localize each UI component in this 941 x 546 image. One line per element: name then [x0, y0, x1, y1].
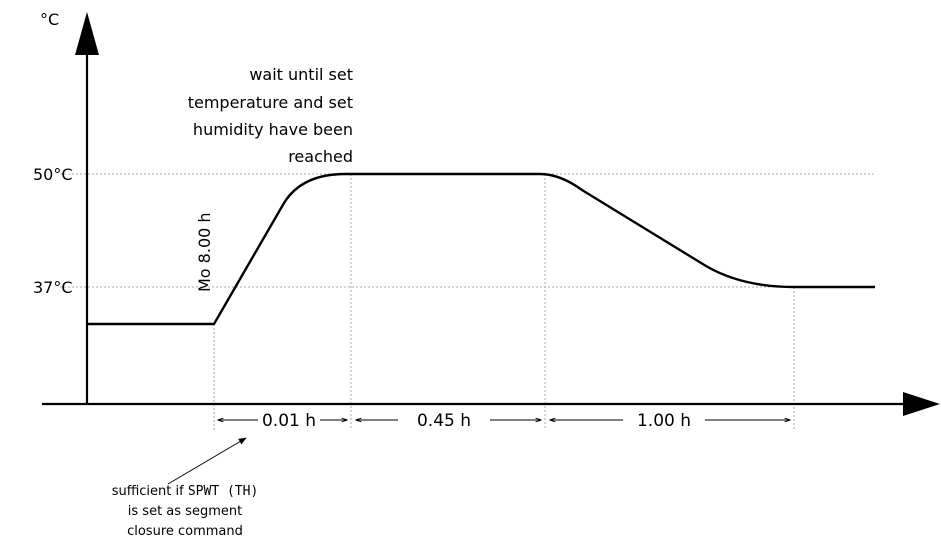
level-37c-label: 37°C [33, 278, 73, 297]
duration-hold-label: 0.45 h [417, 411, 471, 431]
duration-cool-label: 1.00 h [637, 411, 691, 431]
x-axis-arrow-icon [903, 392, 940, 416]
wait-annotation-line: humidity have been [193, 120, 353, 139]
y-axis-unit-label: °C [40, 10, 59, 29]
wait-annotation-line: temperature and set [188, 93, 353, 112]
wait-annotation-line: wait until set [249, 65, 353, 84]
duration-ramp-label: 0.01 h [262, 411, 316, 431]
footnote-line: is set as segment [128, 504, 242, 519]
level-50c-label: 50°C [33, 165, 73, 184]
temperature-profile-curve [87, 172, 875, 326]
footnote: sufficient if SPWT (TH) is set as segmen… [112, 484, 259, 539]
footnote-code: SPWT (TH) [188, 484, 258, 499]
start-time-label: Mo 8.00 h [195, 212, 214, 292]
wait-annotation: wait until set temperature and set humid… [188, 65, 353, 166]
axes [42, 12, 940, 416]
footnote-line: closure command [127, 524, 243, 539]
footnote-line: sufficient if SPWT (TH) [112, 484, 259, 499]
wait-annotation-line: reached [288, 147, 353, 166]
duration-markers: 0.01 h 0.45 h 1.00 h [218, 411, 790, 431]
footnote-pointer-arrow-icon [167, 437, 247, 485]
y-axis-arrow-icon [75, 12, 99, 55]
footnote-prefix: sufficient if [112, 484, 188, 499]
grid-lines [60, 173, 875, 430]
